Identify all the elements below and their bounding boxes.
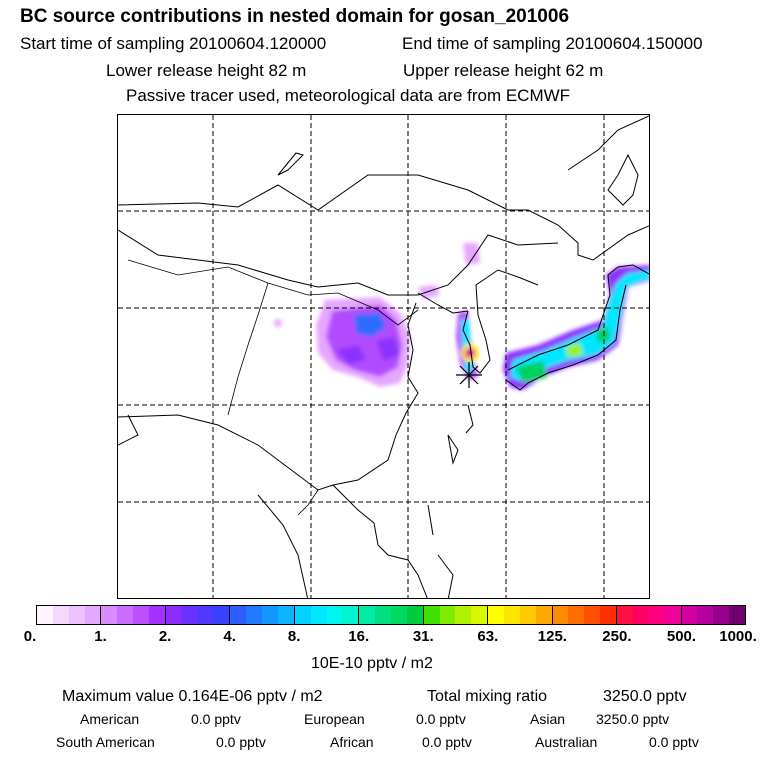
american-value: 0.0 pptv — [191, 711, 241, 727]
colorbar-swatch — [165, 606, 182, 624]
colorbar-segment — [552, 606, 618, 624]
colorbar-swatch — [519, 606, 536, 624]
plume-china — [274, 243, 480, 387]
maximum-value: Maximum value 0.164E-06 pptv / m2 — [62, 688, 323, 705]
colorbar-segment — [617, 606, 682, 624]
american-label: American — [80, 711, 140, 727]
colorbar-segment — [101, 606, 166, 624]
colorbar-swatch — [568, 606, 585, 624]
colorbar-swatch — [681, 606, 698, 624]
map-canvas — [118, 115, 649, 598]
plume-japan — [503, 265, 649, 390]
african-value: 0.0 pptv — [422, 734, 472, 750]
colorbar-tick-label: 1000. — [719, 628, 757, 645]
country-borders — [127, 259, 419, 516]
sampling-end-time: End time of sampling 20100604.150000 — [402, 34, 703, 53]
south-american-value: 0.0 pptv — [216, 734, 266, 750]
tracer-note: Passive tracer used, meteorological data… — [126, 86, 571, 105]
total-mixing-ratio-value: 3250.0 pptv — [603, 688, 687, 705]
lat-lon-grid — [118, 115, 649, 598]
colorbar-tick-label: 4. — [223, 628, 236, 645]
colorbar-swatch — [230, 606, 247, 624]
colorbar-swatch — [84, 606, 101, 624]
colorbar-swatch — [326, 606, 343, 624]
colorbar-swatch — [68, 606, 85, 624]
colorbar-swatch — [664, 606, 681, 624]
colorbar-swatch — [390, 606, 407, 624]
colorbar-swatch — [648, 606, 665, 624]
lower-release-height: Lower release height 82 m — [106, 61, 307, 80]
asian-value: 3250.0 pptv — [596, 711, 670, 727]
colorbar-swatch — [471, 606, 488, 624]
european-label: European — [304, 711, 365, 727]
colorbar-segment — [359, 606, 424, 624]
colorbar-tick-label: 250. — [602, 628, 632, 645]
colorbar-swatch — [213, 606, 230, 624]
colorbar-swatch — [359, 606, 376, 624]
colorbar-swatch — [181, 606, 198, 624]
total-mixing-ratio-label: Total mixing ratio — [427, 688, 548, 705]
colorbar — [36, 605, 746, 625]
colorbar-swatch — [584, 606, 601, 624]
colorbar-swatch — [133, 606, 150, 624]
colorbar-swatch — [632, 606, 649, 624]
colorbar-swatch — [342, 606, 359, 624]
colorbar-segment — [37, 606, 102, 624]
colorbar-swatch — [149, 606, 165, 624]
colorbar-segment — [423, 606, 489, 624]
colorbar-unit: 10E-10 pptv / m2 — [311, 655, 433, 672]
colorbar-swatch — [423, 606, 440, 624]
star-icon — [456, 362, 482, 388]
colorbar-swatch — [552, 606, 569, 624]
colorbar-swatch — [197, 606, 214, 624]
upper-release-height: Upper release height 62 m — [403, 61, 604, 80]
colorbar-swatch — [535, 606, 552, 624]
colorbar-swatch — [246, 606, 263, 624]
colorbar-segment — [681, 606, 745, 624]
colorbar-tick-label: 500. — [666, 628, 697, 645]
colorbar-swatch — [406, 606, 423, 624]
colorbar-swatch — [375, 606, 391, 624]
colorbar-swatch — [439, 606, 456, 624]
colorbar-tick-label: 0. — [23, 628, 37, 645]
australian-value: 0.0 pptv — [649, 734, 699, 750]
colorbar-segment — [488, 606, 553, 624]
colorbar-tick-label: 16. — [348, 628, 370, 645]
colorbar-swatch — [117, 606, 134, 624]
colorbar-segment — [294, 606, 360, 624]
colorbar-swatch — [262, 606, 278, 624]
colorbar-tick-label: 125. — [537, 628, 567, 645]
colorbar-swatch — [617, 606, 633, 624]
colorbar-segment — [165, 606, 231, 624]
colorbar-swatch — [713, 606, 730, 624]
colorbar-swatch — [37, 606, 53, 624]
colorbar-swatch — [729, 606, 745, 624]
colorbar-swatch — [600, 606, 617, 624]
page-title: BC source contributions in nested domain… — [20, 6, 570, 27]
colorbar-swatch — [697, 606, 714, 624]
european-value: 0.0 pptv — [416, 711, 466, 727]
colorbar-swatch — [277, 606, 294, 624]
sampling-start-time: Start time of sampling 20100604.120000 — [20, 34, 327, 53]
colorbar-swatch — [488, 606, 505, 624]
colorbar-tick-label: 2. — [158, 628, 172, 645]
colorbar-swatch — [504, 606, 520, 624]
colorbar-segment — [230, 606, 295, 624]
map-panel — [117, 114, 650, 599]
colorbar-tick-label: 63. — [477, 628, 499, 645]
south-american-label: South American — [56, 734, 155, 750]
colorbar-swatch — [52, 606, 69, 624]
colorbar-swatch — [101, 606, 118, 624]
asian-label: Asian — [530, 711, 566, 727]
african-label: African — [330, 734, 374, 750]
colorbar-swatch — [294, 606, 311, 624]
colorbar-swatch — [455, 606, 472, 624]
colorbar-tick-label: 31. — [412, 628, 434, 645]
colorbar-tick-label: 8. — [287, 628, 301, 645]
australian-label: Australian — [535, 734, 598, 750]
colorbar-tick-label: 1. — [94, 628, 107, 645]
colorbar-swatch — [310, 606, 327, 624]
